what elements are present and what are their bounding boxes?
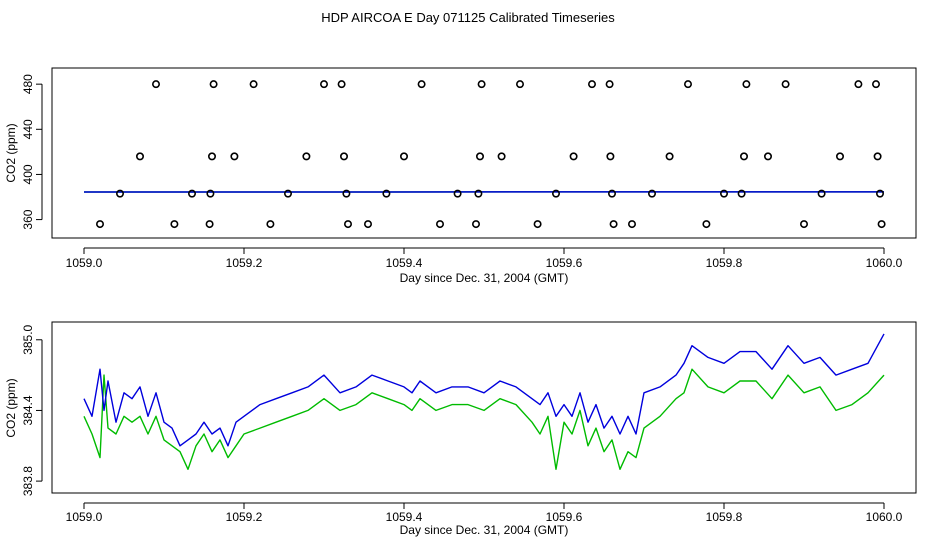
top-data-point: [283, 189, 292, 198]
top-data-point: [417, 80, 426, 89]
top-data-point: [477, 80, 486, 89]
top-data-point: [475, 152, 484, 161]
top-x-tick-label: 1059.4: [386, 256, 423, 270]
top-data-point: [799, 220, 808, 229]
top-data-point: [497, 152, 506, 161]
bottom-y-axis-label: CO2 (ppm): [4, 378, 18, 437]
bottom-series-line-green: [83, 368, 885, 470]
top-data-point: [877, 220, 886, 229]
top-data-point: [471, 220, 480, 229]
top-data-point: [266, 220, 275, 229]
top-y-tick-label: 480: [21, 74, 35, 94]
top-data-point: [605, 80, 614, 89]
top-data-point: [875, 189, 884, 198]
bottom-x-tick-label: 1059.6: [546, 510, 583, 524]
bottom-y-tick-label: 383.8: [21, 466, 35, 496]
top-data-point: [230, 152, 239, 161]
bottom-x-axis-label: Day since Dec. 31, 2004 (GMT): [400, 523, 569, 537]
top-data-point: [515, 80, 524, 89]
top-data-point: [739, 152, 748, 161]
top-data-point: [702, 220, 711, 229]
top-data-point: [606, 152, 615, 161]
top-data-point: [205, 220, 214, 229]
top-data-point: [453, 189, 462, 198]
bottom-y-axis: 383.8 384.4 385.0: [21, 324, 43, 496]
top-data-point: [763, 152, 772, 161]
top-data-point: [854, 80, 863, 89]
top-data-point: [533, 220, 542, 229]
top-data-point: [817, 189, 826, 198]
top-data-point: [152, 80, 161, 89]
top-x-tick-label: 1059.6: [546, 256, 583, 270]
top-y-axis-label: CO2 (ppm): [4, 123, 18, 182]
top-data-point: [627, 220, 636, 229]
top-data-point: [339, 152, 348, 161]
top-data-point: [116, 189, 125, 198]
figure-title: HDP AIRCOA E Day 071125 Calibrated Times…: [321, 10, 615, 25]
top-data-point: [319, 80, 328, 89]
top-data-point: [587, 80, 596, 89]
top-data-point: [873, 152, 882, 161]
top-data-point: [474, 189, 483, 198]
top-data-point: [683, 80, 692, 89]
top-data-point: [835, 152, 844, 161]
top-data-point: [665, 152, 674, 161]
top-data-point: [609, 220, 618, 229]
top-data-point: [342, 189, 351, 198]
top-data-point: [737, 189, 746, 198]
top-data-point: [136, 152, 145, 161]
top-data-point: [382, 189, 391, 198]
top-y-tick-label: 360: [21, 209, 35, 229]
bottom-y-tick-label: 384.4: [21, 395, 35, 425]
top-data-point: [569, 152, 578, 161]
top-x-axis: 1059.0 1059.2 1059.4 1059.6 1059.8 1060.0: [66, 247, 903, 270]
top-data-point: [170, 220, 179, 229]
bottom-plot-box: [51, 321, 917, 494]
bottom-x-axis: 1059.0 1059.2 1059.4 1059.6 1059.8 1060.0: [66, 502, 903, 524]
bottom-x-tick-label: 1059.4: [386, 510, 423, 524]
bottom-x-tick-label: 1059.2: [226, 510, 263, 524]
top-y-tick-label: 400: [21, 164, 35, 184]
top-data-point: [871, 80, 880, 89]
top-x-tick-label: 1059.8: [706, 256, 743, 270]
top-data-point: [96, 220, 105, 229]
top-data-point: [206, 189, 215, 198]
top-data-point: [302, 152, 311, 161]
top-data-point: [337, 80, 346, 89]
top-data-point: [551, 189, 560, 198]
top-x-tick-label: 1059.0: [66, 256, 103, 270]
top-data-point: [363, 220, 372, 229]
top-data-point: [249, 80, 258, 89]
top-plot-box: [51, 67, 917, 239]
top-data-point: [435, 220, 444, 229]
bottom-plot-marks: [83, 333, 885, 470]
top-data-point: [719, 189, 728, 198]
bottom-series-line-blue: [83, 333, 885, 447]
bottom-y-tick-label: 385.0: [21, 324, 35, 354]
top-data-point: [399, 152, 408, 161]
top-data-point: [343, 220, 352, 229]
top-data-point: [647, 189, 656, 198]
top-x-tick-label: 1059.2: [226, 256, 263, 270]
bottom-x-tick-label: 1059.8: [706, 510, 743, 524]
bottom-x-tick-label: 1060.0: [866, 510, 903, 524]
top-x-tick-label: 1060.0: [866, 256, 903, 270]
top-data-point: [781, 80, 790, 89]
top-y-tick-label: 440: [21, 119, 35, 139]
top-data-point: [209, 80, 218, 89]
top-panel: 1059.0 1059.2 1059.4 1059.6 1059.8 1060.0 360…: [4, 67, 917, 285]
top-y-axis: 360 400 440 480: [21, 74, 43, 230]
top-plot-marks: [83, 80, 886, 229]
top-data-point: [742, 80, 751, 89]
bottom-x-tick-label: 1059.0: [66, 510, 103, 524]
top-data-point: [607, 189, 616, 198]
top-data-point: [188, 189, 197, 198]
top-data-point: [208, 152, 217, 161]
top-x-axis-label: Day since Dec. 31, 2004 (GMT): [400, 271, 569, 285]
bottom-panel: 1059.0 1059.2 1059.4 1059.6 1059.8 1060.0 383…: [4, 321, 917, 537]
